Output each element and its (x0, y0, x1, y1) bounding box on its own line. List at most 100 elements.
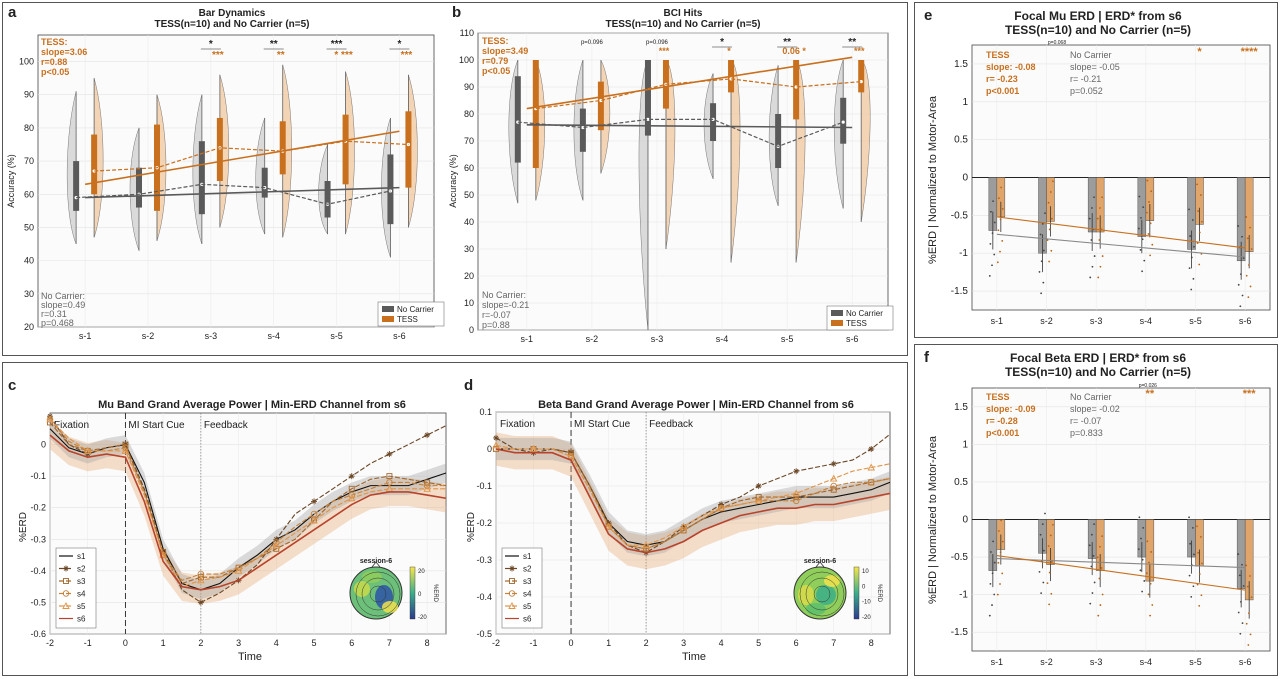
b-ytick-label: 70 (464, 136, 474, 146)
d-marker-square (830, 486, 837, 493)
f-point (1139, 569, 1142, 572)
d-topo-contour (799, 571, 845, 617)
f-xtick-label: s-3 (1090, 657, 1103, 667)
f-point (1039, 533, 1042, 536)
d-marker-star (509, 565, 515, 572)
d-marker-star (830, 460, 837, 467)
e-point (1191, 219, 1194, 221)
c-xtick-label: 6 (349, 638, 354, 648)
f-point (992, 540, 995, 543)
c-marker-star (311, 498, 317, 505)
f-point (1147, 593, 1150, 596)
c-band-s6 (50, 420, 446, 605)
b-ytick-label: 90 (464, 82, 474, 92)
e-nc_stats-line: No Carrier (1070, 50, 1112, 60)
b-xtick-label: s-3 (651, 334, 664, 344)
d-line-s5 (495, 444, 891, 546)
f-point (1046, 582, 1049, 585)
e-sig-s6: **** (1241, 46, 1259, 58)
f-point (1191, 526, 1194, 529)
a-ytick-label: 20 (24, 322, 34, 332)
a-xtick-label: s-6 (393, 331, 406, 341)
f-xtick-label: s-4 (1140, 657, 1153, 667)
c-marker-triangle (423, 484, 431, 492)
b-xtick-label: s-5 (781, 334, 794, 344)
e-point (1148, 201, 1150, 203)
f-nc_stats-line: r= -0.07 (1070, 416, 1101, 426)
c-marker-triangle (121, 446, 130, 454)
d-event-fixation: Fixation (500, 419, 535, 430)
b-tess_stats-line: r=0.79 (482, 56, 508, 66)
e-point (996, 261, 999, 264)
d-marker-circle (642, 545, 650, 553)
f-point (997, 561, 1000, 564)
b-sig-black: ** (848, 37, 856, 48)
f-point (1188, 516, 1190, 519)
f-tess_stats-line: slope: -0.09 (986, 404, 1036, 414)
a-box-no-carrier (261, 167, 268, 198)
panel-letter-b: b (452, 4, 461, 21)
e-ytick-label: 1.5 (954, 59, 968, 70)
e-point (1101, 255, 1104, 257)
e-sig-top: p=0.068 (1048, 40, 1066, 46)
f-point (1143, 580, 1146, 582)
a-violin-no-carrier (255, 117, 265, 235)
d-marker-square (509, 578, 515, 584)
a-tess_stats-line: r=0.88 (41, 57, 67, 67)
e-point (1196, 242, 1199, 245)
a-sig-orange: *** (212, 50, 224, 61)
e-point (1201, 220, 1203, 223)
e-xtick-label: s-4 (1140, 316, 1153, 326)
d-marker-triangle (492, 441, 500, 449)
a-xtick-label: s-2 (142, 331, 155, 341)
b-legend-swatch-nc (831, 310, 843, 316)
a-ylabel: Accuracy (%) (6, 154, 16, 208)
d-marker-triangle (679, 522, 688, 530)
e-point (1093, 196, 1095, 199)
a-box-no-carrier (324, 181, 331, 218)
d-ytick-label: 0.1 (479, 407, 492, 417)
e-xtick-label: s-5 (1189, 316, 1202, 326)
a-violin-tess (345, 71, 355, 235)
d-marker-circle (680, 527, 687, 534)
b-fit-line-no-carrier (526, 124, 853, 129)
f-point (1196, 525, 1198, 528)
a-ytick-label: 60 (24, 189, 34, 199)
d-legend-label: s4 (523, 590, 532, 599)
f-point (1001, 540, 1004, 543)
a-xtick-label: s-4 (267, 331, 280, 341)
b-ytick-label: 100 (459, 55, 474, 65)
e-point (1239, 305, 1242, 308)
f-point (1090, 533, 1093, 536)
c-ytick-label: -0.1 (30, 471, 46, 481)
c-marker-square (348, 485, 355, 492)
f-point (1241, 622, 1244, 625)
f-point (1199, 536, 1202, 538)
e-point (1050, 217, 1053, 220)
d-ylabel: %ERD (466, 512, 477, 542)
d-colorbar-tick: 0 (862, 584, 866, 590)
e-point (1188, 267, 1191, 270)
e-tess_stats-line: slope: -0.08 (986, 62, 1036, 72)
e-point (1241, 294, 1244, 297)
e-point (1097, 276, 1100, 279)
e-point (1098, 207, 1101, 209)
e-ytick-label: -1 (959, 248, 968, 259)
a-ytick-label: 40 (24, 256, 34, 266)
f-point (1041, 523, 1044, 526)
e-point (1048, 260, 1051, 263)
b-violin-tess (860, 59, 871, 223)
e-point (988, 275, 991, 277)
c-ytick-label: -0.5 (30, 597, 46, 607)
a-median-trend (76, 183, 391, 205)
a-box-tess (342, 114, 349, 185)
c-marker-star (386, 451, 393, 458)
e-point (991, 232, 994, 235)
d-legend-label: s1 (523, 552, 532, 561)
d-xtick-label: 5 (756, 638, 761, 648)
d-marker-circle (508, 590, 516, 597)
f-point (999, 551, 1002, 554)
b-ytick-label: 40 (464, 217, 474, 227)
f-point (1151, 604, 1154, 606)
